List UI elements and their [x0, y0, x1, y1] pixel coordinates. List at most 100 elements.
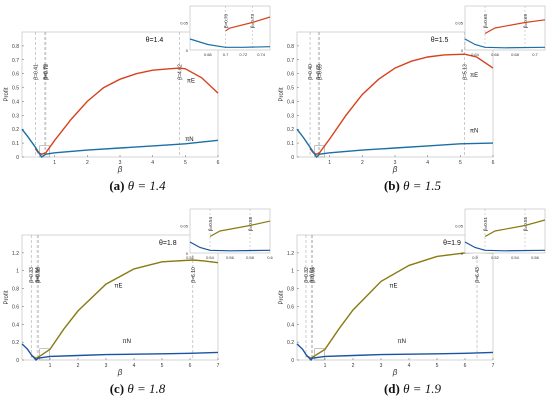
inset-x-tick-label: 0.6	[267, 255, 273, 260]
x-tick-label: 2	[77, 363, 80, 369]
inset-y-tick-label: 0.05	[180, 21, 189, 26]
y-tick-label: 0.7	[12, 58, 19, 64]
chart-title: θ=1.9	[443, 240, 461, 247]
zoom-box	[39, 348, 50, 361]
y-tick-label: 0.6	[12, 304, 19, 310]
y-tick-label: 0.3	[12, 113, 19, 119]
x-tick-label: 6	[464, 363, 467, 369]
inset-threshold-label: β=0.65	[483, 14, 488, 28]
y-tick-label: 0.3	[287, 113, 294, 119]
inset-threshold-label: β=0.54	[208, 217, 213, 231]
inset-x-tick-label: 0.7	[532, 52, 538, 57]
x-tick-label: 2	[86, 160, 89, 166]
y-tick-label: 0.4	[12, 322, 19, 328]
x-tick-label: 2	[361, 160, 364, 166]
inset-area	[189, 208, 271, 254]
inset-series-line	[484, 219, 546, 238]
y-tick-label: 1	[16, 269, 19, 275]
caption-d: (d) θ = 1.9	[275, 381, 550, 397]
y-tick-label: 0.6	[12, 72, 19, 78]
caption-text: θ = 1.5	[403, 178, 442, 193]
plot-area	[296, 31, 494, 158]
series-line-pi-n	[21, 343, 219, 361]
inset-y-tick-label: 0	[186, 48, 189, 53]
threshold-label: β=0.54	[35, 267, 41, 283]
caption-text: θ = 1.8	[127, 381, 166, 396]
inset-x-tick-label: 0.66	[491, 52, 500, 57]
series-line-pi-n	[296, 128, 494, 159]
inset-y-tick-label: 0	[186, 251, 189, 256]
inset-threshold-label: β=0.69	[523, 14, 528, 28]
inset-y-tick-label: 0	[461, 251, 464, 256]
caption-b: (b) θ = 1.5	[275, 178, 550, 194]
x-axis-label: β	[117, 368, 123, 377]
x-tick-label: 1	[49, 363, 52, 369]
caption-letter: (a)	[109, 178, 125, 193]
chart-panel-c: 0 0.2 0.4 0.6 0.8 1 1.2 1 2 3 4 5 6 7 β Profit β=0.33 β=0…	[0, 203, 275, 406]
x-tick-label: 7	[217, 363, 220, 369]
y-tick-label: 0.4	[287, 99, 294, 105]
y-tick-label: 0.8	[12, 287, 19, 293]
x-tick-label: 2	[352, 363, 355, 369]
inset-threshold-label: β=0.58	[248, 217, 253, 231]
threshold-label: β=0.73	[44, 64, 50, 80]
x-tick-label: 4	[133, 363, 136, 369]
y-tick-label: 0.8	[287, 287, 294, 293]
chart-svg-b: 0 0.1 0.2 0.3 0.4 0.5 0.6 0.7 0.8 1 2 3 4 5 6 β Profit β=…	[279, 5, 546, 174]
y-tick-label: 0.2	[12, 340, 19, 346]
series-annotation: πE	[114, 283, 122, 289]
series-annotation: πN	[398, 339, 406, 345]
y-tick-label: 0.2	[287, 127, 294, 133]
threshold-label: β=0.69	[318, 64, 324, 80]
inset-x-tick-label: 0.72	[239, 52, 248, 57]
x-tick-label: 4	[151, 160, 154, 166]
y-axis-label: Profit	[4, 290, 10, 304]
series-annotation: πN	[470, 128, 478, 134]
caption-letter: (d)	[383, 381, 400, 396]
y-tick-label: 0.1	[12, 141, 19, 147]
plot-area	[21, 234, 219, 361]
threshold-label: β=0.55	[310, 267, 316, 283]
x-tick-label: 3	[119, 160, 122, 166]
y-tick-label: 0.8	[287, 44, 294, 50]
y-tick-label: 0.6	[287, 304, 294, 310]
inset-series-line	[464, 38, 546, 49]
inset-x-tick-label: 0.68	[511, 52, 520, 57]
x-axis-label: β	[117, 165, 123, 174]
y-tick-label: 0.4	[12, 99, 19, 105]
inset-series-line	[189, 241, 271, 252]
y-tick-label: 0.4	[287, 322, 294, 328]
plot-area	[296, 234, 494, 361]
series-annotation: πE	[389, 283, 397, 289]
threshold-label: β=6.10	[191, 267, 197, 283]
threshold-label: β=0.70	[43, 64, 49, 80]
x-axis-label: β	[392, 165, 398, 174]
x-tick-label: 4	[408, 363, 411, 369]
zoom-box	[314, 348, 325, 361]
inset-x-tick-label: 0.54	[511, 255, 520, 260]
caption-letter: (b)	[383, 178, 400, 193]
caption-text: θ = 1.9	[403, 381, 442, 396]
threshold-label: β=6.43	[475, 267, 481, 283]
series-line-pi-n	[21, 128, 219, 158]
x-tick-label: 5	[436, 363, 439, 369]
y-tick-label: 0	[291, 358, 294, 364]
y-tick-label: 1.2	[12, 251, 19, 257]
y-axis-label: Profit	[4, 87, 10, 101]
chart-title: θ=1.8	[159, 240, 177, 247]
caption-a: (a) θ = 1.4	[0, 178, 275, 194]
series-line-pi-e	[34, 67, 219, 155]
inset-series-line	[189, 38, 271, 48]
inset-y-tick-label: 0	[461, 48, 464, 53]
x-tick-label: 5	[161, 363, 164, 369]
inset-x-tick-label: 0.74	[257, 52, 266, 57]
inset-threshold-label: β=0.55	[523, 217, 528, 231]
inset-x-tick-label: 0.7	[223, 52, 229, 57]
threshold-label: β=0.65	[316, 64, 322, 80]
inset-x-tick-label: 0.64	[471, 52, 480, 57]
x-tick-label: 5	[459, 160, 462, 166]
caption-c: (c) θ = 1.8	[0, 381, 275, 397]
y-tick-label: 0	[291, 155, 294, 161]
y-tick-label: 0.1	[287, 141, 294, 147]
